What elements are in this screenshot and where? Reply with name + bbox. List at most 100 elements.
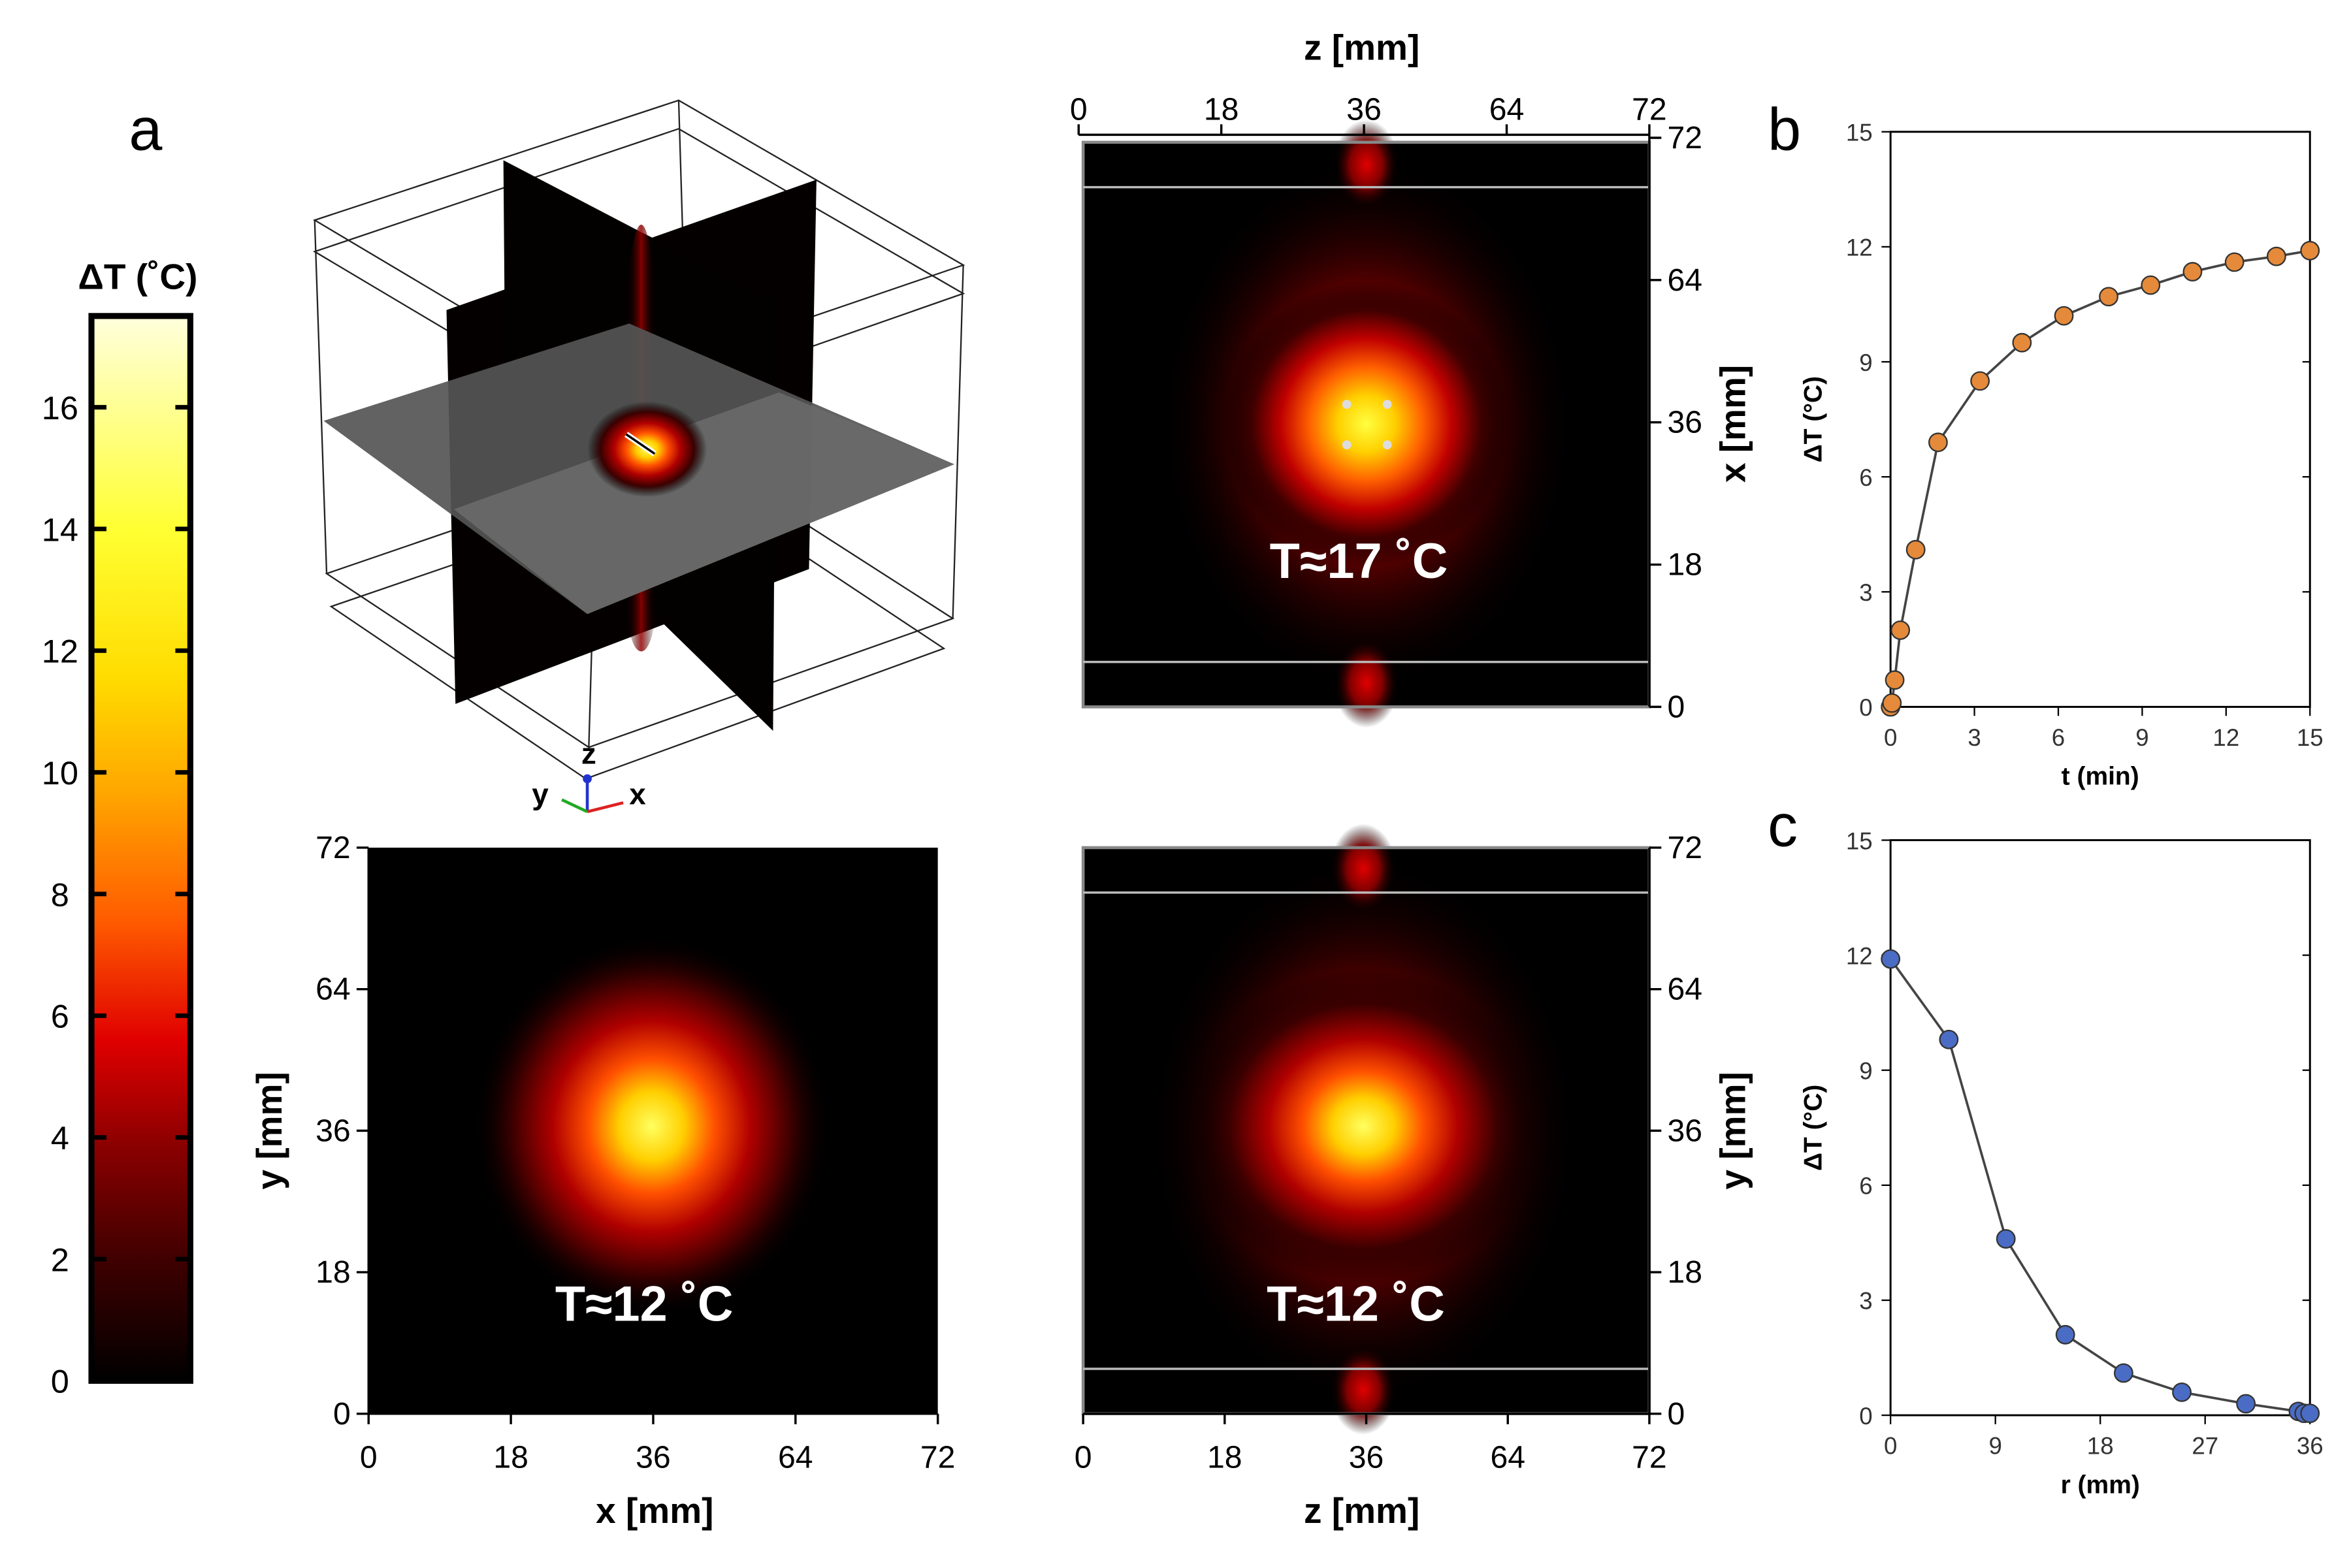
chartB-data-point xyxy=(2099,287,2118,307)
bl-xtick-label: 64 xyxy=(778,1439,813,1475)
panel-label-a: a xyxy=(129,96,163,163)
tr-ytick-label: 18 xyxy=(1667,547,1702,583)
chartB-data-point xyxy=(1890,620,1911,640)
chartB-data-point xyxy=(2266,246,2286,266)
chartC-data-point xyxy=(1996,1229,2016,1249)
xlabel-top-right: z [mm] xyxy=(1304,27,1419,68)
bl-ytick-label: 0 xyxy=(333,1396,351,1432)
bl-ytick-label: 18 xyxy=(316,1255,351,1290)
chartC-ytick-label: 6 xyxy=(1859,1173,1872,1200)
br-xtick-label: 36 xyxy=(1349,1439,1384,1475)
tr-ytick-label: 64 xyxy=(1667,263,1702,298)
chartC-ytick-label: 15 xyxy=(1846,827,1873,854)
chartB-xlabel: t (min) xyxy=(2062,763,2139,791)
chartB-xtick-label: 6 xyxy=(2052,724,2065,751)
br-ytick-label: 0 xyxy=(1667,1396,1685,1432)
chartC-xtick-label: 27 xyxy=(2192,1433,2218,1460)
colorbar-tick-label: 10 xyxy=(42,754,78,792)
heatmap-bottom-right: T≈12 ˚C z [mm] y [mm] xyxy=(1081,824,1753,1531)
bl-ytick-label: 36 xyxy=(316,1113,351,1148)
chartC-frame xyxy=(1889,839,2311,1416)
tr-xtick-label: 0 xyxy=(1070,91,1088,127)
ylabel-bottom-left: y [mm] xyxy=(249,1072,289,1189)
colorbar-ticks: 0 2 4 6 8 10 12 14 16 xyxy=(42,389,191,1400)
chartC-data-point xyxy=(2172,1382,2192,1402)
chartB-ylabel: ΔT (°C) xyxy=(1800,376,1828,462)
chartB-ytick-label: 3 xyxy=(1859,579,1872,606)
chartC-ytick-label: 12 xyxy=(1846,942,1873,969)
chartC-xlabel: r (mm) xyxy=(2061,1471,2140,1499)
tr-ytick-label: 36 xyxy=(1667,405,1702,440)
br-xtick-label: 72 xyxy=(1632,1439,1667,1475)
annotation-top-right: T≈17 ˚C xyxy=(1270,534,1448,589)
chartC-ytick-label: 9 xyxy=(1859,1057,1872,1084)
chartC-data-point xyxy=(2055,1324,2075,1345)
chartC-data-point xyxy=(2113,1363,2133,1383)
xlabel-bottom-left: x [mm] xyxy=(596,1490,713,1531)
heatmap-bottom-left: T≈12 ˚C x [mm] y [mm] xyxy=(249,847,938,1531)
isometric-view: z y x xyxy=(312,99,965,814)
annotation-bottom-right: T≈12 ˚C xyxy=(1267,1277,1445,1332)
chartC-data-point xyxy=(2300,1403,2320,1424)
chartC-xtick-label: 9 xyxy=(1988,1433,2001,1460)
chartB-xtick-label: 9 xyxy=(2135,724,2148,751)
chartB-data-point xyxy=(1970,371,1990,391)
chartB-ytick-label: 6 xyxy=(1859,464,1872,491)
colorbar-tick-label: 6 xyxy=(51,998,69,1035)
chartB-data-point xyxy=(2141,275,2161,295)
chartC-xtick-label: 36 xyxy=(2297,1433,2324,1460)
br-ytick-label: 36 xyxy=(1667,1113,1702,1148)
tr-xtick-label: 64 xyxy=(1489,91,1525,127)
chartB-series-line xyxy=(1889,249,2310,708)
tr-xtick-label: 36 xyxy=(1346,91,1382,127)
chartB-data-point xyxy=(2054,306,2074,326)
bl-xtick-label: 18 xyxy=(493,1439,528,1475)
colorbar-tick-label: 12 xyxy=(42,633,78,670)
axis-label-x: x xyxy=(629,776,646,810)
chartC-data-point xyxy=(2236,1394,2256,1414)
chartB-xtick-label: 3 xyxy=(1968,724,1981,751)
chartB-data-point xyxy=(1905,539,1926,560)
ylabel-bottom-right: y [mm] xyxy=(1713,1072,1753,1189)
chartB-xtick-label: 12 xyxy=(2212,724,2239,751)
bl-xtick-label: 36 xyxy=(636,1439,671,1475)
tr-xtick-label: 72 xyxy=(1632,91,1667,127)
chartC-data-point xyxy=(1881,949,1901,969)
chartB-ytick-label: 9 xyxy=(1859,349,1872,376)
br-xtick-label: 0 xyxy=(1075,1439,1092,1475)
chartB-data-point xyxy=(2224,252,2244,272)
chartB-data-point xyxy=(2300,240,2320,261)
chartB-data-point xyxy=(1885,670,1905,690)
chartB-data-point xyxy=(2182,262,2203,281)
br-ytick-label: 18 xyxy=(1667,1255,1702,1290)
br-ytick-label: 72 xyxy=(1667,830,1702,865)
chartC-ylabel: ΔT (°C) xyxy=(1800,1085,1828,1171)
chartC-xtick-label: 18 xyxy=(2087,1433,2114,1460)
br-ytick-label: 64 xyxy=(1667,972,1702,1007)
br-xtick-label: 64 xyxy=(1490,1439,1525,1475)
chartB-data-point xyxy=(2012,332,2032,353)
colorbar-tick-label: 8 xyxy=(51,876,69,913)
axis-triad: z y x xyxy=(532,737,646,814)
colorbar-tick-label: 14 xyxy=(42,511,78,548)
colorbar-gradient xyxy=(88,313,193,1384)
chartB-data-point xyxy=(1928,432,1948,453)
chartB-xtick-label: 15 xyxy=(2297,724,2324,751)
axis-label-z: z xyxy=(581,737,596,771)
chart-b: 0 3 6 9 12 15 0 3 6 9 12 15 t (min) ΔT (°C) xyxy=(1800,120,2324,791)
chartC-series-line xyxy=(1889,958,2310,1415)
ylabel-top-right: x [mm] xyxy=(1713,365,1753,483)
chartC-ytick-label: 0 xyxy=(1859,1403,1872,1430)
colorbar-title: ΔT (˚C) xyxy=(78,257,197,297)
panel-label-b: b xyxy=(1768,96,1801,163)
bl-ytick-label: 64 xyxy=(316,972,351,1007)
tr-ytick-label: 72 xyxy=(1667,120,1702,155)
axis-label-y: y xyxy=(532,776,549,810)
xlabel-bottom-right: z [mm] xyxy=(1304,1490,1419,1531)
chartB-ytick-label: 12 xyxy=(1846,234,1873,261)
br-xtick-label: 18 xyxy=(1207,1439,1242,1475)
annotation-bottom-left: T≈12 ˚C xyxy=(555,1277,734,1332)
